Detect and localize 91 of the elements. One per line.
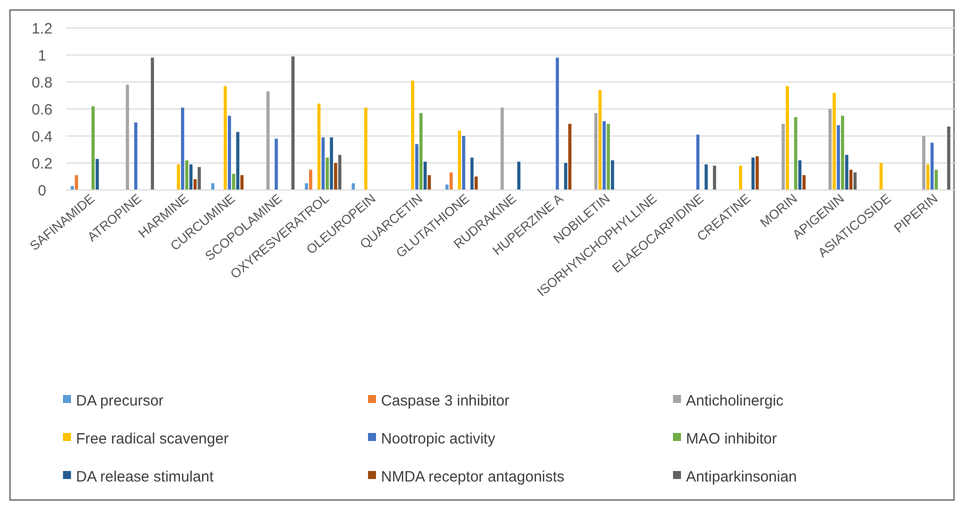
bar [786, 86, 789, 190]
legend-label: Caspase 3 inhibitor [381, 392, 510, 410]
y-tick-label: 0.4 [32, 128, 52, 146]
bar [602, 121, 606, 190]
bar [782, 124, 785, 190]
bar [330, 137, 334, 190]
bar [802, 175, 806, 190]
bar [828, 109, 832, 190]
bar [326, 158, 329, 190]
bar [189, 164, 193, 190]
bar [845, 154, 848, 190]
bar [450, 172, 453, 190]
bar [836, 125, 840, 190]
y-tick-label: 0.2 [32, 155, 52, 172]
bar [411, 80, 414, 190]
bar [556, 58, 559, 190]
bar [134, 122, 138, 190]
bar [92, 106, 95, 190]
legend-label: Antiparkinsonian [686, 468, 797, 486]
bar [934, 170, 938, 190]
bar [322, 137, 325, 190]
y-tick-label: 0.8 [32, 74, 52, 92]
bar [751, 158, 755, 190]
bar [70, 186, 74, 190]
y-tick-label: 1.2 [32, 20, 52, 38]
bar [849, 170, 852, 190]
bar [185, 160, 188, 190]
bar [458, 130, 462, 190]
bar [181, 108, 184, 190]
bar [474, 176, 478, 190]
y-tick-label: 0 [38, 182, 46, 200]
bar [150, 58, 154, 190]
bar [309, 170, 312, 190]
bar [922, 136, 926, 190]
bar [334, 163, 338, 190]
bar [756, 156, 759, 190]
bar [236, 132, 240, 190]
y-tick-label: 0.6 [32, 101, 52, 118]
bar [419, 113, 423, 190]
bar [338, 154, 342, 190]
bar [352, 183, 355, 190]
bar [462, 136, 466, 190]
bar [266, 91, 270, 190]
bar [291, 56, 295, 190]
legend-label: DA precursor [76, 392, 164, 410]
legend-label: DA release stimulant [76, 468, 214, 486]
bar [74, 175, 78, 190]
bar [926, 164, 930, 190]
bar [704, 164, 708, 190]
bar [415, 144, 418, 190]
bar [930, 142, 934, 190]
bar [428, 175, 431, 190]
bar [947, 126, 950, 190]
y-tick-label: 1 [38, 47, 46, 64]
bar [564, 163, 568, 190]
legend-label: Anticholinergic [686, 392, 784, 410]
bar [424, 162, 427, 190]
bar [211, 183, 214, 190]
bar [274, 138, 278, 190]
bar [610, 160, 614, 190]
bar [853, 172, 857, 190]
legend-label: Nootropic activity [381, 430, 496, 448]
bar [232, 174, 236, 190]
bar [470, 158, 474, 190]
bar [228, 116, 232, 190]
legend-label: NMDA receptor antagonists [381, 468, 564, 486]
legend-label: Free radical scavenger [76, 430, 229, 448]
bar [224, 86, 227, 190]
bar [364, 108, 368, 190]
bar [606, 124, 610, 190]
bar [840, 116, 844, 190]
bar [738, 166, 742, 190]
bar [594, 113, 598, 190]
bar [598, 90, 602, 190]
bar [879, 163, 883, 190]
bar [712, 166, 716, 190]
bar [832, 92, 836, 190]
bar [696, 134, 700, 190]
bar [317, 104, 321, 190]
bar [568, 124, 572, 190]
legend-label: MAO inhibitor [686, 430, 777, 448]
bar [517, 162, 520, 190]
bar [176, 164, 180, 190]
bar [198, 167, 201, 190]
bar [240, 175, 244, 190]
bar [194, 179, 197, 190]
bar [126, 84, 130, 190]
bar [798, 160, 802, 190]
bar [96, 158, 99, 190]
bar [794, 117, 798, 190]
bar [500, 108, 504, 190]
